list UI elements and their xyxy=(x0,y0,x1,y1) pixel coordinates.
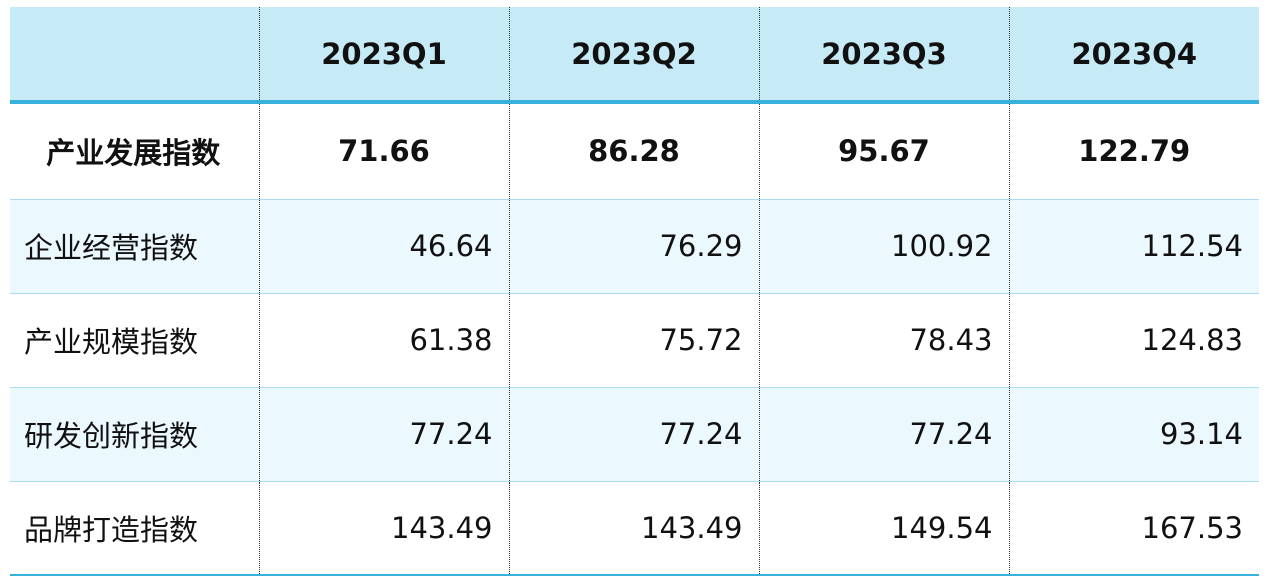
value-cell: 75.72 xyxy=(508,293,760,388)
value-cell: 149.54 xyxy=(758,481,1010,576)
value-cell: 61.38 xyxy=(258,293,510,388)
row-label: 企业经营指数 xyxy=(10,199,260,294)
value-cell: 93.14 xyxy=(1008,387,1259,482)
table-row: 产业规模指数 61.38 75.72 78.43 124.83 xyxy=(10,293,1259,388)
value-cell: 71.66 xyxy=(258,102,510,200)
value-cell: 77.24 xyxy=(758,387,1010,482)
value-cell: 86.28 xyxy=(508,102,760,200)
value-cell: 46.64 xyxy=(258,199,510,294)
header-row: 2023Q1 2023Q2 2023Q3 2023Q4 xyxy=(10,7,1259,104)
table-wrap: 2023Q1 2023Q2 2023Q3 2023Q4 产业发展指数 71.66 86.2… xyxy=(10,7,1259,576)
value-cell: 167.53 xyxy=(1008,481,1259,576)
value-cell: 78.43 xyxy=(758,293,1010,388)
table-row: 研发创新指数 77.24 77.24 77.24 93.14 xyxy=(10,387,1259,482)
table-row: 企业经营指数 46.64 76.29 100.92 112.54 xyxy=(10,199,1259,294)
value-cell: 143.49 xyxy=(258,481,510,576)
corner-cell xyxy=(10,7,260,104)
value-cell: 77.24 xyxy=(258,387,510,482)
row-label: 产业规模指数 xyxy=(10,293,260,388)
table-row: 产业发展指数 71.66 86.28 95.67 122.79 xyxy=(10,102,1259,200)
value-cell: 100.92 xyxy=(758,199,1010,294)
row-label: 产业发展指数 xyxy=(10,102,260,200)
value-cell: 112.54 xyxy=(1008,199,1259,294)
value-cell: 95.67 xyxy=(758,102,1010,200)
table-row: 品牌打造指数 143.49 143.49 149.54 167.53 xyxy=(10,481,1259,576)
column-header: 2023Q4 xyxy=(1008,7,1259,104)
value-cell: 143.49 xyxy=(508,481,760,576)
column-header: 2023Q2 xyxy=(508,7,760,104)
row-label: 品牌打造指数 xyxy=(10,481,260,576)
column-header: 2023Q1 xyxy=(258,7,510,104)
table-body: 产业发展指数 71.66 86.28 95.67 122.79 企业经营指数 46.64 76… xyxy=(10,102,1259,576)
value-cell: 124.83 xyxy=(1008,293,1259,388)
value-cell: 77.24 xyxy=(508,387,760,482)
table-header: 2023Q1 2023Q2 2023Q3 2023Q4 xyxy=(10,7,1259,104)
column-header: 2023Q3 xyxy=(758,7,1010,104)
index-table: 2023Q1 2023Q2 2023Q3 2023Q4 产业发展指数 71.66 86.2… xyxy=(10,7,1259,576)
value-cell: 76.29 xyxy=(508,199,760,294)
value-cell: 122.79 xyxy=(1008,102,1259,200)
row-label: 研发创新指数 xyxy=(10,387,260,482)
